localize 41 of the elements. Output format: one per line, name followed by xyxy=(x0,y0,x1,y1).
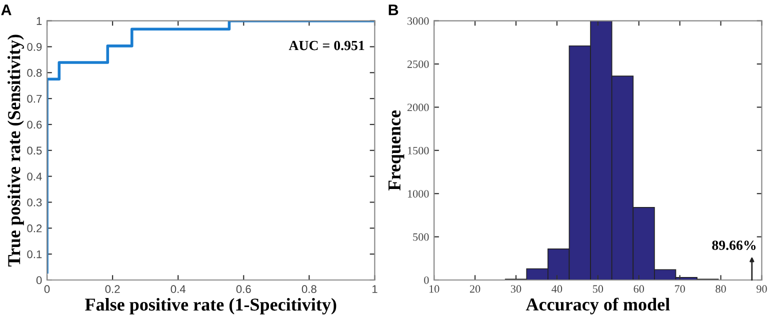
y-tick-label: 1 xyxy=(36,17,42,25)
y-tick-label: 0.5 xyxy=(27,146,42,155)
annotation: AUC = 0.951 xyxy=(288,40,364,50)
x-axis-title: Accuracy of model xyxy=(526,298,670,314)
x-tick-label: 1 xyxy=(372,285,378,293)
y-tick-label: 0.3 xyxy=(27,198,42,206)
x-tick-label: 0.6 xyxy=(236,285,251,294)
y-tick-label: 0.1 xyxy=(27,250,42,258)
y-tick-label: 1000 xyxy=(408,190,429,198)
x-axis-title: False positive rate (1-Specitivity) xyxy=(85,298,336,314)
chart-title: A xyxy=(1,4,12,16)
y-tick-label: 0.8 xyxy=(27,68,42,77)
y-tick-label: 0.7 xyxy=(27,94,42,103)
y-tick-label: 3000 xyxy=(408,17,429,25)
y-axis-title: Frequence xyxy=(388,110,404,191)
y-tick-label: 0 xyxy=(424,276,429,284)
x-tick-label: 40 xyxy=(552,285,562,293)
x-tick-label: 20 xyxy=(470,285,480,293)
y-tick-label: 500 xyxy=(413,233,429,241)
y-tick-label: 0.6 xyxy=(27,120,42,129)
annotation: 89.66% xyxy=(712,240,756,250)
x-tick-label: 50 xyxy=(593,285,604,293)
y-tick-label: 0.4 xyxy=(27,172,42,180)
x-tick-label: 10 xyxy=(429,285,440,293)
y-tick-label: 0.9 xyxy=(27,42,42,51)
x-tick-label: 0 xyxy=(44,285,50,294)
y-tick-label: 1500 xyxy=(408,146,429,154)
x-tick-label: 30 xyxy=(510,285,522,293)
y-tick-label: 2500 xyxy=(407,60,429,68)
y-tick-label: 0 xyxy=(36,276,42,284)
y-tick-label: 2000 xyxy=(407,104,429,112)
x-tick-label: 90 xyxy=(756,285,767,293)
x-tick-label: 60 xyxy=(634,285,644,293)
chart-title: B xyxy=(388,4,398,16)
y-tick-label: 0.2 xyxy=(27,224,42,232)
x-tick-label: 0.4 xyxy=(170,285,186,294)
x-tick-label: 80 xyxy=(716,285,726,293)
x-tick-label: 70 xyxy=(675,285,685,293)
y-axis-title: True positive rate (Sensitivity) xyxy=(8,34,24,267)
x-tick-label: 0.8 xyxy=(302,285,316,294)
x-tick-label: 0.2 xyxy=(105,285,120,294)
